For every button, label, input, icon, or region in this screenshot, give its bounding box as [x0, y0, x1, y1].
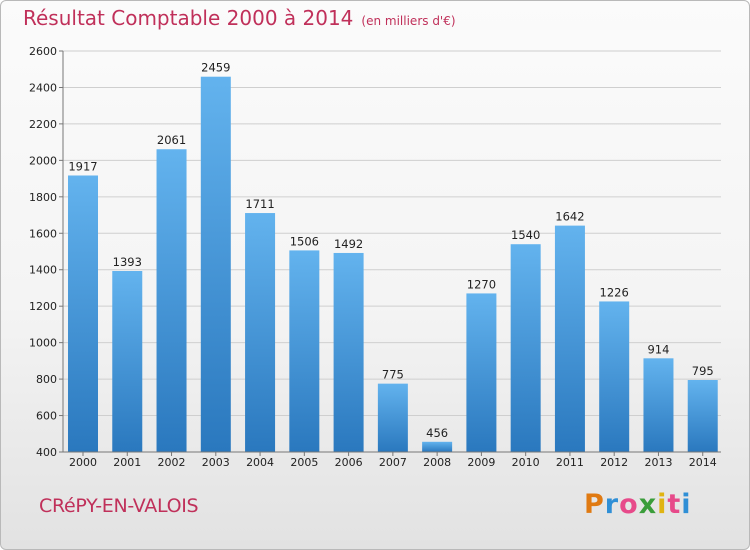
commune-name: CRéPY-EN-VALOIS — [39, 495, 199, 517]
title-main: Résultat Comptable 2000 à 2014 — [23, 6, 354, 30]
bar-value-label: 2459 — [201, 61, 230, 75]
bar-value-label: 1540 — [511, 228, 540, 242]
bar — [466, 293, 497, 452]
x-tick-label: 2007 — [379, 456, 407, 469]
logo-letter: x — [638, 489, 658, 520]
logo-letter: P — [584, 489, 605, 520]
bar-value-label: 1393 — [113, 255, 142, 269]
bar-value-label: 914 — [647, 342, 669, 356]
x-tick-label: 2000 — [69, 456, 97, 469]
x-tick-label: 2008 — [423, 456, 451, 469]
x-tick-label: 2014 — [689, 456, 717, 469]
bar — [422, 441, 453, 452]
y-tick-label: 400 — [36, 446, 57, 459]
bar — [112, 271, 143, 452]
bar-value-label: 1506 — [290, 234, 319, 248]
y-tick-label: 1800 — [29, 191, 57, 204]
bar — [687, 380, 718, 452]
bar — [510, 244, 541, 452]
x-tick-label: 2010 — [512, 456, 540, 469]
y-tick-label: 2000 — [29, 154, 57, 167]
y-axis: 400 600 800 1000 1200 1400 1600 1800 2000 2200 240… — [29, 45, 64, 459]
proxiti-logo[interactable]: Proxiti — [584, 489, 692, 520]
y-tick-label: 1200 — [29, 300, 57, 313]
x-tick-label: 2012 — [600, 456, 628, 469]
bar-value-label: 795 — [692, 364, 714, 378]
x-tick-label: 2003 — [202, 456, 230, 469]
y-tick-label: 2400 — [29, 81, 57, 94]
x-tick-label: 2002 — [158, 456, 186, 469]
logo-letter: o — [619, 489, 639, 520]
y-tick-label: 1000 — [29, 337, 57, 350]
x-tick-label: 2005 — [290, 456, 318, 469]
logo-letter: i — [657, 489, 668, 520]
bar — [554, 225, 585, 452]
bars: 1917 1393 2061 2459 1711 1506 1492 775 456 1270 15… — [68, 61, 718, 453]
bar-value-label: 1917 — [68, 159, 97, 173]
bar — [156, 149, 187, 452]
title-unit: (en milliers d'€) — [361, 14, 456, 28]
logo-letter: t — [667, 489, 682, 520]
x-tick-label: 2009 — [467, 456, 495, 469]
x-tick-label: 2001 — [113, 456, 141, 469]
bar — [333, 252, 364, 452]
x-tick-label: 2004 — [246, 456, 274, 469]
bar-value-label: 456 — [426, 426, 448, 440]
bar-value-label: 775 — [382, 368, 404, 382]
bar — [200, 76, 231, 453]
bar-value-label: 2061 — [157, 133, 186, 147]
y-tick-label: 800 — [36, 373, 57, 386]
bar-value-label: 1492 — [334, 237, 363, 251]
y-tick-label: 2600 — [29, 45, 57, 58]
y-tick-label: 600 — [36, 410, 57, 423]
logo-letter: r — [604, 489, 620, 520]
bar — [377, 383, 408, 452]
chart-title: Résultat Comptable 2000 à 2014 (en millie… — [23, 6, 456, 30]
bar-value-label: 1226 — [600, 285, 629, 299]
logo-letter: i — [681, 489, 692, 520]
x-tick-label: 2013 — [644, 456, 672, 469]
bar — [289, 250, 320, 452]
bar — [643, 358, 674, 452]
x-tick-label: 2011 — [556, 456, 584, 469]
y-tick-label: 1600 — [29, 227, 57, 240]
bar-value-label: 1642 — [555, 210, 584, 224]
bar — [245, 213, 276, 452]
bar — [68, 175, 98, 452]
bar — [599, 301, 630, 452]
bar-value-label: 1711 — [245, 197, 274, 211]
x-axis: 2000 2001 2002 2003 2004 2005 2006 2007 2008 2009… — [63, 451, 721, 469]
y-tick-label: 1400 — [29, 264, 57, 277]
y-tick-label: 2200 — [29, 118, 57, 131]
x-tick-label: 2006 — [335, 456, 363, 469]
bar-value-label: 1270 — [467, 277, 496, 291]
